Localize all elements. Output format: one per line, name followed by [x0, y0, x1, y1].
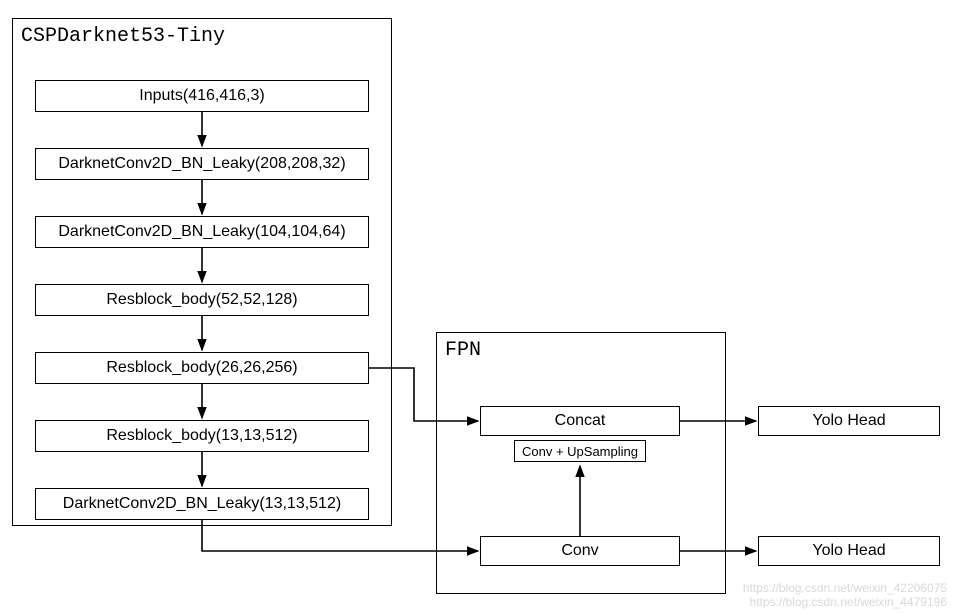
node-conv-fpn-label: Conv [561, 542, 598, 560]
node-inputs: Inputs(416,416,3) [35, 80, 369, 112]
node-upsampling-label: Conv + UpSampling [522, 444, 638, 459]
node-concat-label: Concat [555, 412, 606, 430]
node-conv3-label: DarknetConv2D_BN_Leaky(13,13,512) [63, 495, 341, 513]
backbone-title: CSPDarknet53-Tiny [21, 25, 225, 48]
node-res1: Resblock_body(52,52,128) [35, 284, 369, 316]
node-yolo-head-1: Yolo Head [758, 406, 940, 436]
watermark-line2: https://blog.csdn.net/weixin_4479196 [750, 595, 947, 609]
node-res2: Resblock_body(26,26,256) [35, 352, 369, 384]
node-upsampling: Conv + UpSampling [514, 440, 646, 462]
node-conv1: DarknetConv2D_BN_Leaky(208,208,32) [35, 148, 369, 180]
fpn-title: FPN [445, 339, 481, 362]
node-conv3: DarknetConv2D_BN_Leaky(13,13,512) [35, 488, 369, 520]
node-conv2-label: DarknetConv2D_BN_Leaky(104,104,64) [58, 223, 345, 241]
node-inputs-label: Inputs(416,416,3) [139, 87, 264, 105]
node-yolo-head-2: Yolo Head [758, 536, 940, 566]
node-res2-label: Resblock_body(26,26,256) [106, 359, 297, 377]
watermark-line1: https://blog.csdn.net/weixin_42206075 [743, 581, 947, 595]
node-conv2: DarknetConv2D_BN_Leaky(104,104,64) [35, 216, 369, 248]
node-res3: Resblock_body(13,13,512) [35, 420, 369, 452]
node-concat: Concat [480, 406, 680, 436]
node-conv-fpn: Conv [480, 536, 680, 566]
node-yolo-head-2-label: Yolo Head [812, 542, 885, 560]
node-res1-label: Resblock_body(52,52,128) [106, 291, 297, 309]
node-conv1-label: DarknetConv2D_BN_Leaky(208,208,32) [58, 155, 345, 173]
node-yolo-head-1-label: Yolo Head [812, 412, 885, 430]
node-res3-label: Resblock_body(13,13,512) [106, 427, 297, 445]
